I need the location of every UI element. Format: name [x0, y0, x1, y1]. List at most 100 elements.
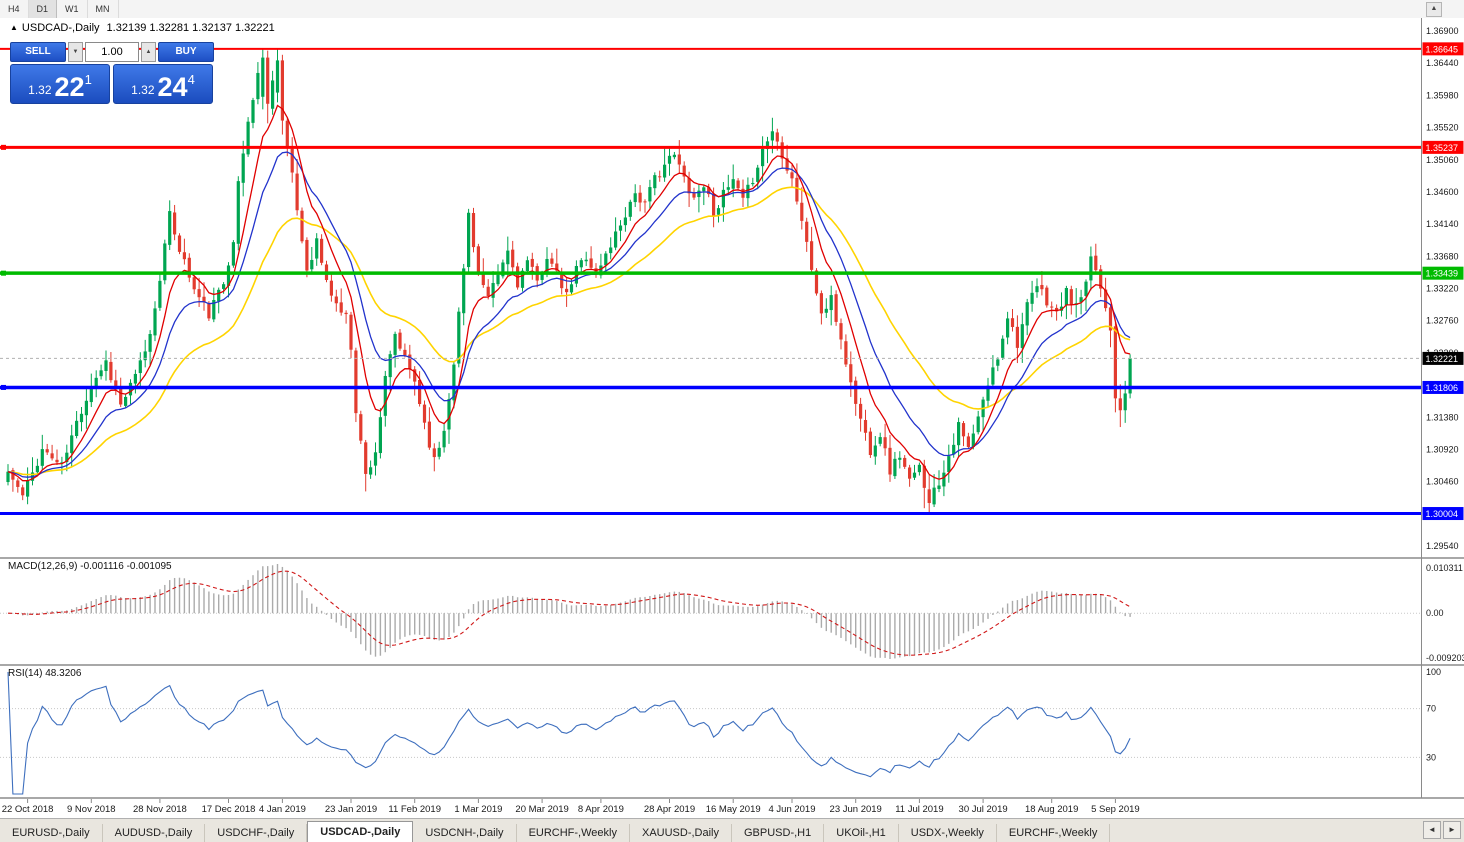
volume-input[interactable]: 1.00 — [85, 42, 139, 62]
svg-text:1 Mar 2019: 1 Mar 2019 — [454, 804, 502, 815]
sell-price-pipette: 1 — [84, 72, 92, 87]
chart-tab-eurchf-weekly[interactable]: EURCHF-,Weekly — [997, 824, 1111, 842]
chart-symbol-label: USDCAD-,Daily — [21, 22, 100, 34]
macd-indicator-header: MACD(12,26,9) -0.001116 -0.001095 — [8, 561, 172, 572]
sell-price-prefix: 1.32 — [28, 83, 52, 97]
svg-text:28 Apr 2019: 28 Apr 2019 — [644, 804, 695, 815]
chart-tab-gbpusd-h1[interactable]: GBPUSD-,H1 — [732, 824, 825, 842]
svg-text:9 Nov 2018: 9 Nov 2018 — [67, 804, 116, 815]
buy-price-pipette: 4 — [187, 72, 195, 87]
svg-text:1.34600: 1.34600 — [1426, 187, 1459, 197]
svg-text:-0.009203: -0.009203 — [1426, 653, 1464, 663]
ma-fast-line — [7, 104, 1131, 482]
svg-text:1.35060: 1.35060 — [1426, 155, 1459, 165]
chart-tab-usdcnh-daily[interactable]: USDCNH-,Daily — [413, 824, 517, 842]
svg-text:1.31380: 1.31380 — [1426, 412, 1459, 422]
one-click-trading-panel: SELL ▼ 1.00 ▲ BUY 1.32 22 1 1.32 24 4 — [10, 42, 218, 104]
svg-text:18 Aug 2019: 18 Aug 2019 — [1025, 804, 1078, 815]
svg-text:1.36440: 1.36440 — [1426, 58, 1459, 68]
level-line-handle[interactable] — [1, 270, 6, 276]
svg-text:1.32221: 1.32221 — [1426, 354, 1459, 364]
svg-text:20 Mar 2019: 20 Mar 2019 — [515, 804, 568, 815]
chart-tab-ukoil-h1[interactable]: UKOil-,H1 — [824, 824, 899, 842]
chart-tab-bar: EURUSD-,Daily AUDUSD-,Daily USDCHF-,Daily U… — [0, 818, 1464, 842]
svg-text:1.31806: 1.31806 — [1426, 383, 1459, 393]
svg-text:30 Jul 2019: 30 Jul 2019 — [959, 804, 1008, 815]
svg-text:23 Jan 2019: 23 Jan 2019 — [325, 804, 377, 815]
chart-tab-eurchf-weekly[interactable]: EURCHF-,Weekly — [517, 824, 630, 842]
svg-text:1.35980: 1.35980 — [1426, 90, 1459, 100]
tab-scroll-right-icon[interactable]: ► — [1443, 821, 1461, 839]
svg-text:4 Jan 2019: 4 Jan 2019 — [259, 804, 306, 815]
svg-text:11 Jul 2019: 11 Jul 2019 — [895, 804, 943, 815]
scroll-to-top-button[interactable]: ▲ — [1426, 2, 1442, 17]
svg-text:1.33220: 1.33220 — [1426, 284, 1459, 294]
macd-signal-line — [7, 570, 1131, 656]
chart-collapse-icon: ▲ — [10, 23, 18, 32]
candlesticks — [6, 48, 1132, 514]
chart-tab-eurusd-daily[interactable]: EURUSD-,Daily — [0, 824, 103, 842]
timeframe-button-w1[interactable]: W1 — [57, 0, 88, 18]
chart-tab-usdchf-daily[interactable]: USDCHF-,Daily — [205, 824, 308, 842]
chart-title: ▲ USDCAD-,Daily 1.32139 1.32281 1.32137 1.… — [10, 22, 275, 34]
sell-button[interactable]: SELL — [10, 42, 66, 62]
svg-text:1.30460: 1.30460 — [1426, 477, 1459, 487]
timeframe-button-d1[interactable]: D1 — [28, 0, 58, 18]
svg-text:16 May 2019: 16 May 2019 — [706, 804, 761, 815]
timeframe-button-h4[interactable]: H4 — [0, 0, 29, 18]
svg-text:23 Jun 2019: 23 Jun 2019 — [830, 804, 882, 815]
sell-price-big-digits: 22 — [54, 72, 85, 102]
date-axis[interactable]: 22 Oct 2018 9 Nov 2018 28 Nov 2018 17 Dec 2… — [2, 799, 1140, 815]
level-line-handle[interactable] — [1, 384, 6, 390]
tab-scroll-buttons: ◄ ► — [1423, 821, 1461, 839]
chart-ohlc-values: 1.32139 1.32281 1.32137 1.32221 — [106, 22, 275, 34]
svg-text:1.36900: 1.36900 — [1426, 26, 1459, 36]
chart-tab-usdcad-daily[interactable]: USDCAD-,Daily — [307, 821, 414, 842]
chart-tab-audusd-daily[interactable]: AUDUSD-,Daily — [103, 824, 206, 842]
svg-text:1.30920: 1.30920 — [1426, 444, 1459, 454]
svg-text:1.32760: 1.32760 — [1426, 316, 1459, 326]
tab-scroll-left-icon[interactable]: ◄ — [1423, 821, 1441, 839]
svg-text:4 Jun 2019: 4 Jun 2019 — [768, 804, 815, 815]
macd-axis[interactable]: 0.010311 0.00 -0.009203 — [1426, 563, 1464, 663]
level-line-handle[interactable] — [1, 144, 6, 150]
ma-mid-line — [7, 151, 1131, 478]
price-badges: 1.36645 1.35237 1.33439 1.31806 1.30004 1.322… — [1422, 42, 1464, 521]
sell-price-button[interactable]: 1.32 22 1 — [10, 64, 110, 104]
svg-text:100: 100 — [1426, 667, 1441, 677]
svg-text:5 Sep 2019: 5 Sep 2019 — [1091, 804, 1140, 815]
svg-text:22 Oct 2018: 22 Oct 2018 — [2, 804, 54, 815]
svg-text:11 Feb 2019: 11 Feb 2019 — [388, 804, 441, 815]
svg-text:1.34140: 1.34140 — [1426, 219, 1459, 229]
svg-text:70: 70 — [1426, 704, 1436, 714]
svg-text:17 Dec 2018: 17 Dec 2018 — [202, 804, 256, 815]
chart-background — [0, 18, 1464, 818]
period-toolbar: H4 D1 W1 MN — [0, 0, 1464, 19]
buy-price-big-digits: 24 — [157, 72, 188, 102]
ma-slow-line — [7, 186, 1131, 476]
volume-up-button[interactable]: ▲ — [141, 42, 156, 62]
svg-text:1.35520: 1.35520 — [1426, 123, 1459, 133]
svg-text:1.33439: 1.33439 — [1426, 269, 1459, 279]
buy-price-button[interactable]: 1.32 24 4 — [113, 64, 213, 104]
svg-text:0.00: 0.00 — [1426, 608, 1444, 618]
svg-text:28 Nov 2018: 28 Nov 2018 — [133, 804, 187, 815]
volume-down-button[interactable]: ▼ — [68, 42, 83, 62]
svg-text:30: 30 — [1426, 752, 1436, 762]
buy-button[interactable]: BUY — [158, 42, 214, 62]
rsi-line — [7, 671, 1131, 795]
rsi-axis[interactable]: 100 70 30 — [1426, 667, 1441, 762]
svg-text:1.36645: 1.36645 — [1426, 44, 1459, 54]
macd-histogram — [12, 564, 1131, 659]
svg-text:0.010311: 0.010311 — [1426, 563, 1463, 573]
rsi-indicator-header: RSI(14) 48.3206 — [8, 668, 82, 679]
svg-text:8 Apr 2019: 8 Apr 2019 — [578, 804, 624, 815]
chart-tab-xauusd-daily[interactable]: XAUUSD-,Daily — [630, 824, 732, 842]
svg-text:1.30004: 1.30004 — [1426, 509, 1459, 519]
price-chart[interactable]: 1.36900 1.36440 1.35980 1.35520 1.35060 1.346… — [0, 18, 1464, 818]
timeframe-button-mn[interactable]: MN — [88, 0, 119, 18]
svg-text:1.33680: 1.33680 — [1426, 251, 1459, 261]
svg-text:1.35237: 1.35237 — [1426, 143, 1459, 153]
chart-tab-usdx-weekly[interactable]: USDX-,Weekly — [899, 824, 997, 842]
